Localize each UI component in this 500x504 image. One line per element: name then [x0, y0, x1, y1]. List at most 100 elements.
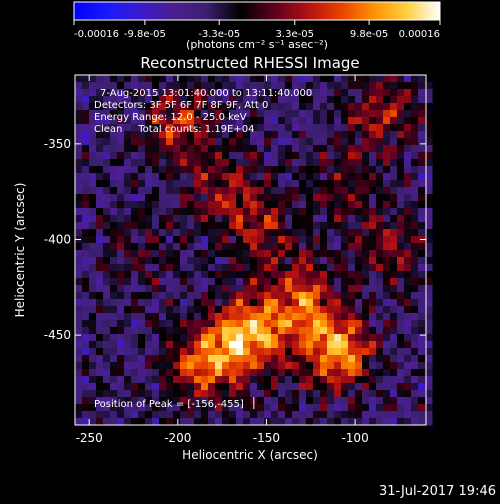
heatmap-cell — [285, 397, 293, 405]
heatmap-cell — [271, 152, 279, 160]
heatmap-cell — [243, 110, 251, 118]
heatmap-cell — [138, 89, 146, 97]
heatmap-cell — [103, 397, 111, 405]
heatmap-cell — [152, 397, 160, 405]
heatmap-cell — [327, 299, 335, 307]
heatmap-cell — [313, 82, 321, 90]
heatmap-cell — [75, 418, 83, 426]
heatmap-cell — [425, 236, 433, 244]
heatmap-cell — [320, 166, 328, 174]
heatmap-cell — [390, 397, 398, 405]
heatmap-cell — [243, 117, 251, 125]
heatmap-cell — [327, 194, 335, 202]
heatmap-cell — [306, 299, 314, 307]
heatmap-cell — [250, 292, 258, 300]
heatmap-cell — [418, 383, 426, 391]
heatmap-cell — [369, 418, 377, 426]
heatmap-cell — [152, 271, 160, 279]
heatmap-cell — [362, 320, 370, 328]
heatmap-cell — [89, 124, 97, 132]
heatmap-cell — [299, 397, 307, 405]
heatmap-cell — [264, 236, 272, 244]
heatmap-cell — [327, 418, 335, 426]
heatmap-cell — [271, 131, 279, 139]
heatmap-cell — [271, 103, 279, 111]
heatmap-cell — [306, 103, 314, 111]
heatmap-cell — [376, 271, 384, 279]
heatmap-cell — [411, 89, 419, 97]
heatmap-cell — [124, 376, 132, 384]
heatmap-cell — [131, 355, 139, 363]
heatmap-cell — [271, 138, 279, 146]
heatmap-cell — [103, 96, 111, 104]
heatmap-cell — [201, 96, 209, 104]
heatmap-cell — [243, 285, 251, 293]
heatmap-cell — [208, 82, 216, 90]
heatmap-cell — [173, 299, 181, 307]
heatmap-cell — [243, 250, 251, 258]
heatmap-cell — [278, 327, 286, 335]
heatmap-cell — [82, 208, 90, 216]
heatmap-cell — [271, 124, 279, 132]
heatmap-cell — [292, 96, 300, 104]
colorbar: -0.00016 -9.8e-05 -3.3e-05 3.3e-05 9.8e-05 0.… — [73, 1, 441, 51]
heatmap-cell — [243, 159, 251, 167]
heatmap-cell — [313, 292, 321, 300]
heatmap-cell — [236, 334, 244, 342]
heatmap-cell — [320, 152, 328, 160]
heatmap-cell — [376, 103, 384, 111]
heatmap-cell — [397, 271, 405, 279]
heatmap-cell — [292, 348, 300, 356]
heatmap-cell — [313, 411, 321, 419]
heatmap-cell — [131, 236, 139, 244]
heatmap-cell — [425, 327, 433, 335]
heatmap-cell — [341, 159, 349, 167]
heatmap-cell — [341, 390, 349, 398]
heatmap-cell — [306, 208, 314, 216]
heatmap-cell — [96, 369, 104, 377]
heatmap-cell — [425, 362, 433, 370]
heatmap-cell — [82, 334, 90, 342]
heatmap-cell — [138, 355, 146, 363]
heatmap-cell — [271, 404, 279, 412]
heatmap-cell — [117, 334, 125, 342]
heatmap-cell — [397, 152, 405, 160]
heatmap-cell — [320, 362, 328, 370]
heatmap-cell — [250, 131, 258, 139]
heatmap-cell — [117, 201, 125, 209]
heatmap-cell — [145, 89, 153, 97]
heatmap-cell — [96, 411, 104, 419]
heatmap-cell — [103, 82, 111, 90]
heatmap-cell — [138, 411, 146, 419]
heatmap-cell — [145, 194, 153, 202]
heatmap-cell — [75, 145, 83, 153]
heatmap-cell — [243, 124, 251, 132]
heatmap-cell — [145, 117, 153, 125]
heatmap-cell — [348, 341, 356, 349]
heatmap-cell — [201, 166, 209, 174]
heatmap-cell — [348, 103, 356, 111]
heatmap-cell — [103, 264, 111, 272]
heatmap-cell — [96, 243, 104, 251]
heatmap-cell — [250, 369, 258, 377]
heatmap-cell — [194, 159, 202, 167]
heatmap-cell — [152, 383, 160, 391]
heatmap-cell — [96, 82, 104, 90]
heatmap-cell — [278, 180, 286, 188]
heatmap-cell — [229, 124, 237, 132]
heatmap-cell — [103, 278, 111, 286]
heatmap-cell — [327, 75, 335, 83]
heatmap-cell — [215, 96, 223, 104]
heatmap-cell — [89, 320, 97, 328]
heatmap-cell — [236, 341, 244, 349]
heatmap-cell — [173, 292, 181, 300]
heatmap-cell — [138, 376, 146, 384]
heatmap-cell — [257, 152, 265, 160]
heatmap-cell — [292, 103, 300, 111]
heatmap-cell — [117, 376, 125, 384]
heatmap-cell — [82, 124, 90, 132]
heatmap-cell — [96, 124, 104, 132]
heatmap-cell — [145, 320, 153, 328]
heatmap-cell — [194, 194, 202, 202]
heatmap-cell — [411, 201, 419, 209]
